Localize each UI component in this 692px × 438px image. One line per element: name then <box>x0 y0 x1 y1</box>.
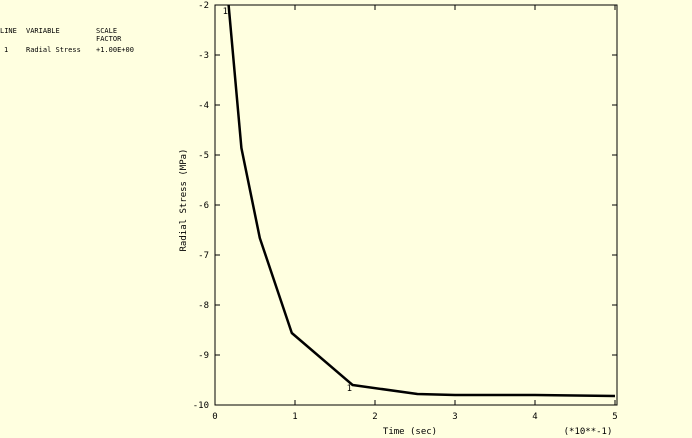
legend-line-id: 1 <box>4 46 9 54</box>
x-tick-label: 4 <box>532 412 537 422</box>
x-tick-label: 3 <box>452 412 457 422</box>
x-tick-label: 1 <box>292 412 297 422</box>
legend-scale: +1.00E+00 <box>96 46 134 54</box>
x-tick-label: 0 <box>212 412 217 422</box>
x-multiplier: (*10**-1) <box>564 427 613 437</box>
line-symbol: 1 <box>223 7 228 17</box>
line-symbol: 1 <box>347 384 352 394</box>
y-tick-label: -5 <box>198 151 209 161</box>
y-axis-label: Radial Stress (MPa) <box>179 149 189 252</box>
x-tick-label: 5 <box>612 412 617 422</box>
y-tick-label: -8 <box>198 301 209 311</box>
y-tick-label: -10 <box>193 401 209 411</box>
legend-variable: Radial Stress <box>26 46 81 54</box>
legend-header: VARIABLE <box>26 27 60 35</box>
y-tick-label: -6 <box>198 201 209 211</box>
y-tick-label: -3 <box>198 51 209 61</box>
y-tick-label: -2 <box>198 1 209 11</box>
y-tick-label: -9 <box>198 351 209 361</box>
data-line <box>227 4 616 398</box>
legend-header: LINE <box>0 27 17 35</box>
y-tick-label: -7 <box>198 251 209 261</box>
y-tick-label: -4 <box>198 101 209 111</box>
x-tick-label: 2 <box>372 412 377 422</box>
x-axis-label: Time (sec) <box>383 427 437 437</box>
legend-header: SCALE FACTOR <box>96 27 122 43</box>
